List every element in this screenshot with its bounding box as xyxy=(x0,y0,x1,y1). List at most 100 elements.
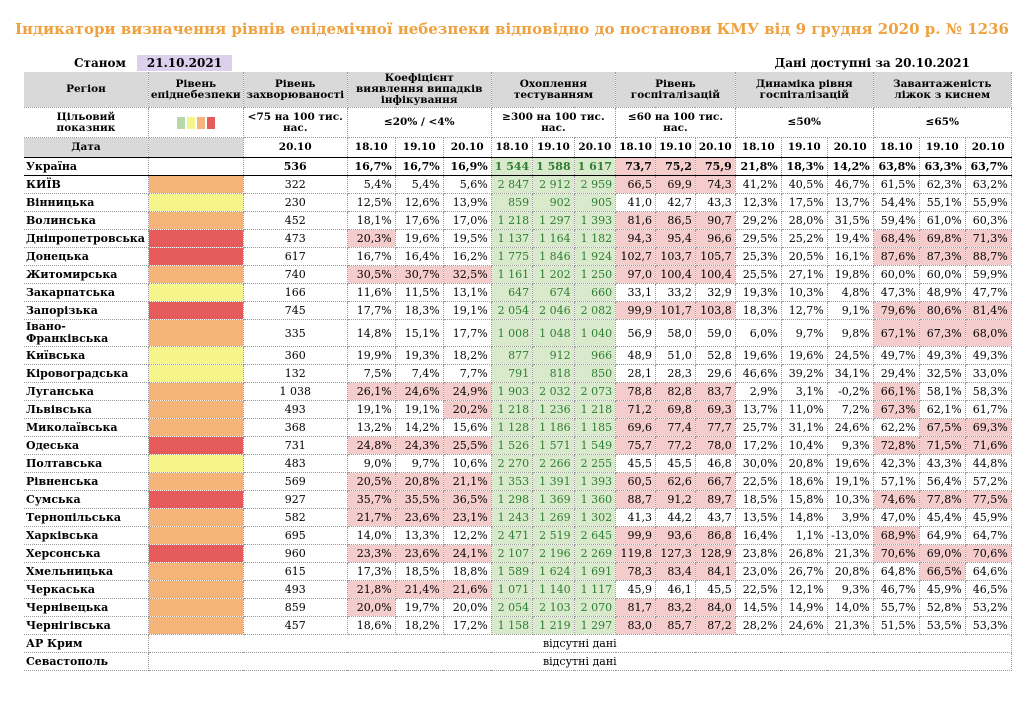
target-incidence: <75 на 100 тис. нас. xyxy=(243,107,348,138)
detection-value: 9,7% xyxy=(395,454,444,473)
oxygen-value: 68,0% xyxy=(965,319,1012,347)
hosp-value: 78,0 xyxy=(695,436,736,455)
testing-value: 2 054 xyxy=(491,598,534,617)
detection-value: 23,6% xyxy=(395,508,444,527)
oxygen-value: 57,2% xyxy=(965,472,1012,491)
region-name: Львівська xyxy=(24,400,149,419)
detection-value: 30,5% xyxy=(347,265,396,284)
testing-value: 1 236 xyxy=(532,400,575,419)
date-oxy-2: 19.10 xyxy=(919,137,966,158)
detection-value: 18,2% xyxy=(395,616,444,635)
oxygen-value: 68,9% xyxy=(873,526,920,545)
hosp-value: 83,7 xyxy=(695,382,736,401)
testing-value: 912 xyxy=(532,346,575,365)
incidence-value: 695 xyxy=(243,526,348,545)
oxygen-value: 49,3% xyxy=(919,346,966,365)
testing-value: 2 270 xyxy=(491,454,534,473)
oxygen-value: 58,1% xyxy=(919,382,966,401)
oxygen-value: 60,0% xyxy=(873,265,920,284)
hosp-value: 28,1 xyxy=(615,364,656,383)
incidence-value: 166 xyxy=(243,283,348,302)
detection-value: 16,4% xyxy=(395,247,444,266)
testing-value: 877 xyxy=(491,346,534,365)
hosp-value: 86,8 xyxy=(695,526,736,545)
oxygen-value: 29,4% xyxy=(873,364,920,383)
table-row: Чернігівська 457 18,6% 18,2% 17,2% 1 158 1 219… xyxy=(24,616,1012,635)
table-row: Херсонська 960 23,3% 23,6% 24,1% 2 107 2 196 2 … xyxy=(24,544,1012,563)
region-name: Черкаська xyxy=(24,580,149,599)
level-cell xyxy=(148,526,244,545)
table-row: Київська 360 19,9% 19,3% 18,2% 877 912 966 48,9 5… xyxy=(24,346,1012,365)
hosp-dyn-value: 24,6% xyxy=(827,418,874,437)
hosp-value: 89,7 xyxy=(695,490,736,509)
detection-value: 7,4% xyxy=(395,364,444,383)
testing-value: 1 218 xyxy=(491,211,534,230)
hosp-value: 48,9 xyxy=(615,346,656,365)
detection-value: 26,1% xyxy=(347,382,396,401)
oxygen-value: 53,3% xyxy=(965,616,1012,635)
hosp-dyn-value: 41,2% xyxy=(735,175,782,194)
hosp-dyn-value: 21,3% xyxy=(827,616,874,635)
hosp-dyn-value: 19,3% xyxy=(735,283,782,302)
hosp-value: 43,3 xyxy=(695,193,736,212)
oxygen-value: 46,5% xyxy=(965,580,1012,599)
hosp-dyn-value: 9,3% xyxy=(827,580,874,599)
detection-value: 21,7% xyxy=(347,508,396,527)
region-name: АР Крим xyxy=(24,634,149,653)
testing-value: 1 158 xyxy=(491,616,534,635)
oxygen-value: 71,3% xyxy=(965,229,1012,248)
level-cell xyxy=(148,490,244,509)
level-cell xyxy=(148,175,244,194)
hosp-value: 66,7 xyxy=(695,472,736,491)
hosp-dyn-value: 15,8% xyxy=(781,490,828,509)
level-cell xyxy=(148,319,244,347)
missing-data-note: відсутні дані xyxy=(148,652,1012,671)
testing-value: 674 xyxy=(532,283,575,302)
oxygen-value: 62,2% xyxy=(873,418,920,437)
testing-value: 1 391 xyxy=(532,472,575,491)
legend-red-swatch xyxy=(206,116,215,129)
detection-value: 21,8% xyxy=(347,580,396,599)
hosp-dyn-value: 20,5% xyxy=(781,247,828,266)
oxygen-value: 53,2% xyxy=(965,598,1012,617)
detection-value: 5,4% xyxy=(347,175,396,194)
hosp-dyn-value: 9,1% xyxy=(827,301,874,320)
detection-value: 7,7% xyxy=(443,364,492,383)
detection-value: 15,1% xyxy=(395,319,444,347)
hosp-dyn-value: 19,6% xyxy=(781,346,828,365)
hosp-dyn-value: 14,8% xyxy=(781,508,828,527)
oxygen-value: 63,3% xyxy=(919,157,966,176)
region-name: Донецька xyxy=(24,247,149,266)
table-row: Одеська 731 24,8% 24,3% 25,5% 1 526 1 571 1 549… xyxy=(24,436,1012,455)
hosp-value: 41,0 xyxy=(615,193,656,212)
testing-value: 2 073 xyxy=(574,382,617,401)
detection-value: 17,2% xyxy=(443,616,492,635)
incidence-value: 582 xyxy=(243,508,348,527)
table-row: Житомирська 740 30,5% 30,7% 32,5% 1 161 1 202 1… xyxy=(24,265,1012,284)
hosp-value: 99,9 xyxy=(615,526,656,545)
testing-value: 660 xyxy=(574,283,617,302)
incidence-value: 493 xyxy=(243,400,348,419)
table-row: Донецька 617 16,7% 16,4% 16,2% 1 775 1 846 1 92… xyxy=(24,247,1012,266)
table-row: Закарпатська 166 11,6% 11,5% 13,1% 647 674 660 3… xyxy=(24,283,1012,302)
detection-value: 20,0% xyxy=(443,598,492,617)
hosp-dyn-value: 21,3% xyxy=(827,544,874,563)
testing-value: 1 549 xyxy=(574,436,617,455)
detection-value: 35,5% xyxy=(395,490,444,509)
oxygen-value: 42,3% xyxy=(873,454,920,473)
table-row: Вінницька 230 12,5% 12,6% 13,9% 859 902 905 41,0… xyxy=(24,193,1012,212)
testing-value: 1 182 xyxy=(574,229,617,248)
detection-value: 12,6% xyxy=(395,193,444,212)
hosp-value: 45,5 xyxy=(695,580,736,599)
hosp-dyn-value: 13,7% xyxy=(827,193,874,212)
hosp-dyn-value: 21,8% xyxy=(735,157,782,176)
testing-value: 1 369 xyxy=(532,490,575,509)
hosp-value: 90,7 xyxy=(695,211,736,230)
table-row: Миколаївська 368 13,2% 14,2% 15,6% 1 128 1 186… xyxy=(24,418,1012,437)
incidence-value: 731 xyxy=(243,436,348,455)
testing-value: 850 xyxy=(574,364,617,383)
testing-value: 2 107 xyxy=(491,544,534,563)
level-cell xyxy=(148,301,244,320)
oxygen-value: 45,4% xyxy=(919,508,966,527)
detection-value: 18,2% xyxy=(443,346,492,365)
